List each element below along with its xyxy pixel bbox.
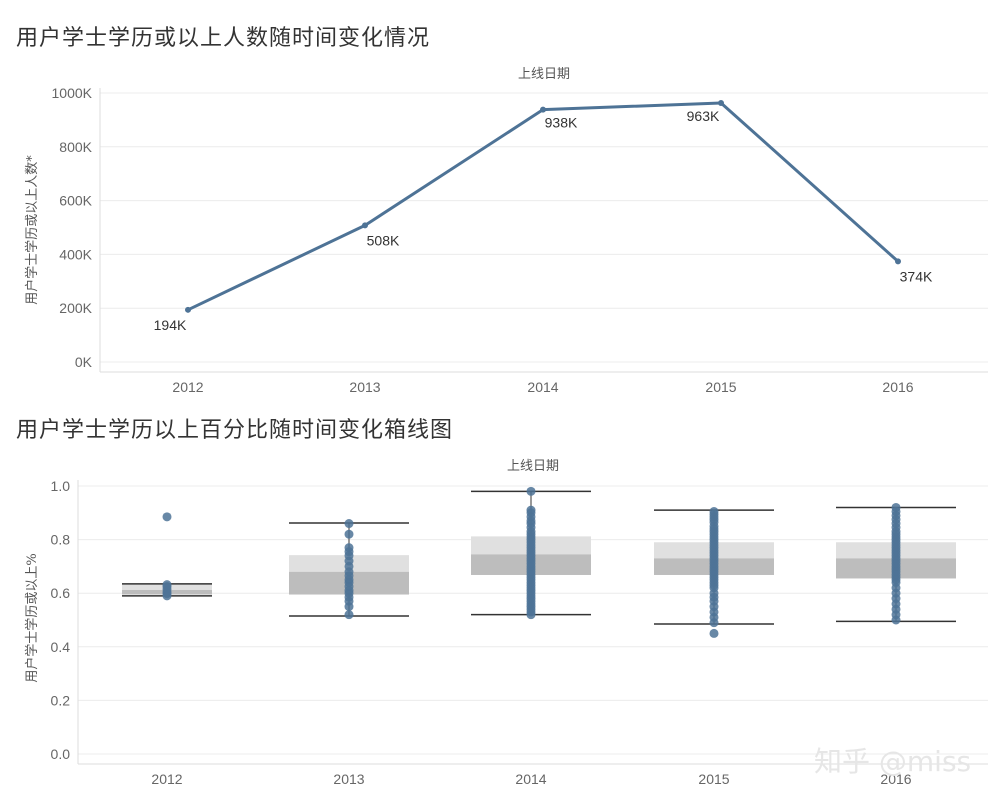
box-data-point xyxy=(526,486,536,496)
box-data-point xyxy=(709,618,719,628)
chart1-data-label: 374K xyxy=(900,268,933,284)
chart2-x-tick-label: 2014 xyxy=(515,771,546,787)
chart2-x-tick-label: 2013 xyxy=(333,771,364,787)
chart1-x-tick-label: 2013 xyxy=(349,379,380,395)
chart1-data-point xyxy=(362,222,368,229)
chart1-x-axis-title: 上线日期 xyxy=(518,67,570,82)
chart1-data-label: 508K xyxy=(367,232,400,248)
box-data-point xyxy=(709,628,719,638)
chart1-y-tick-label: 600K xyxy=(59,193,92,209)
chart1-x-tick-label: 2012 xyxy=(172,379,203,395)
box-data-point xyxy=(344,602,354,612)
chart1-y-tick-label: 200K xyxy=(59,300,92,316)
box-data-point xyxy=(526,610,536,620)
chart1-y-tick-label: 800K xyxy=(59,139,92,155)
chart2-y-tick-label: 0.8 xyxy=(51,532,71,548)
chart2-x-tick-label: 2015 xyxy=(698,771,729,787)
box-data-point xyxy=(162,591,172,601)
box-data-point xyxy=(891,615,901,625)
chart1-data-point xyxy=(540,106,546,113)
chart2-title: 用户学士学历以上百分比随时间变化箱线图 xyxy=(16,418,454,443)
chart2-y-tick-label: 0.2 xyxy=(51,692,71,708)
chart1-data-point xyxy=(895,258,901,265)
chart1-data-point xyxy=(185,306,191,313)
chart2-x-tick-label: 2016 xyxy=(880,771,911,787)
chart2-y-tick-label: 0.0 xyxy=(51,746,71,762)
chart2-y-tick-label: 1.0 xyxy=(51,478,71,494)
chart1-data-label: 963K xyxy=(687,108,720,124)
chart1-y-tick-label: 0K xyxy=(75,354,93,370)
chart2-x-tick-label: 2012 xyxy=(151,771,182,787)
chart1-data-point xyxy=(718,99,724,106)
chart1-series-line xyxy=(187,101,900,312)
box-data-point xyxy=(344,610,354,620)
chart1-x-tick-label: 2014 xyxy=(527,379,558,395)
chart1-x-tick-label: 2016 xyxy=(882,379,913,395)
chart1-title: 用户学士学历或以上人数随时间变化情况 xyxy=(16,26,431,51)
chart2-y-tick-label: 0.4 xyxy=(51,639,71,655)
chart2-x-axis-title: 上线日期 xyxy=(507,459,559,474)
chart1-y-axis-title: 用户学士学历或以上人数* xyxy=(24,155,40,305)
watermark: 知乎 @miss xyxy=(814,745,972,778)
chart1-y-tick-label: 1000K xyxy=(52,85,93,101)
chart1-data-label: 938K xyxy=(545,115,578,131)
box-data-point xyxy=(162,512,172,522)
chart1-x-tick-label: 2015 xyxy=(705,379,736,395)
chart2-y-axis-title: 用户学士学历或以上% xyxy=(24,553,40,682)
chart1-y-tick-label: 400K xyxy=(59,246,92,262)
chart1-data-label: 194K xyxy=(154,317,187,333)
box-data-point xyxy=(344,519,354,529)
box-data-point xyxy=(344,529,354,539)
chart2-y-tick-label: 0.6 xyxy=(51,585,71,601)
